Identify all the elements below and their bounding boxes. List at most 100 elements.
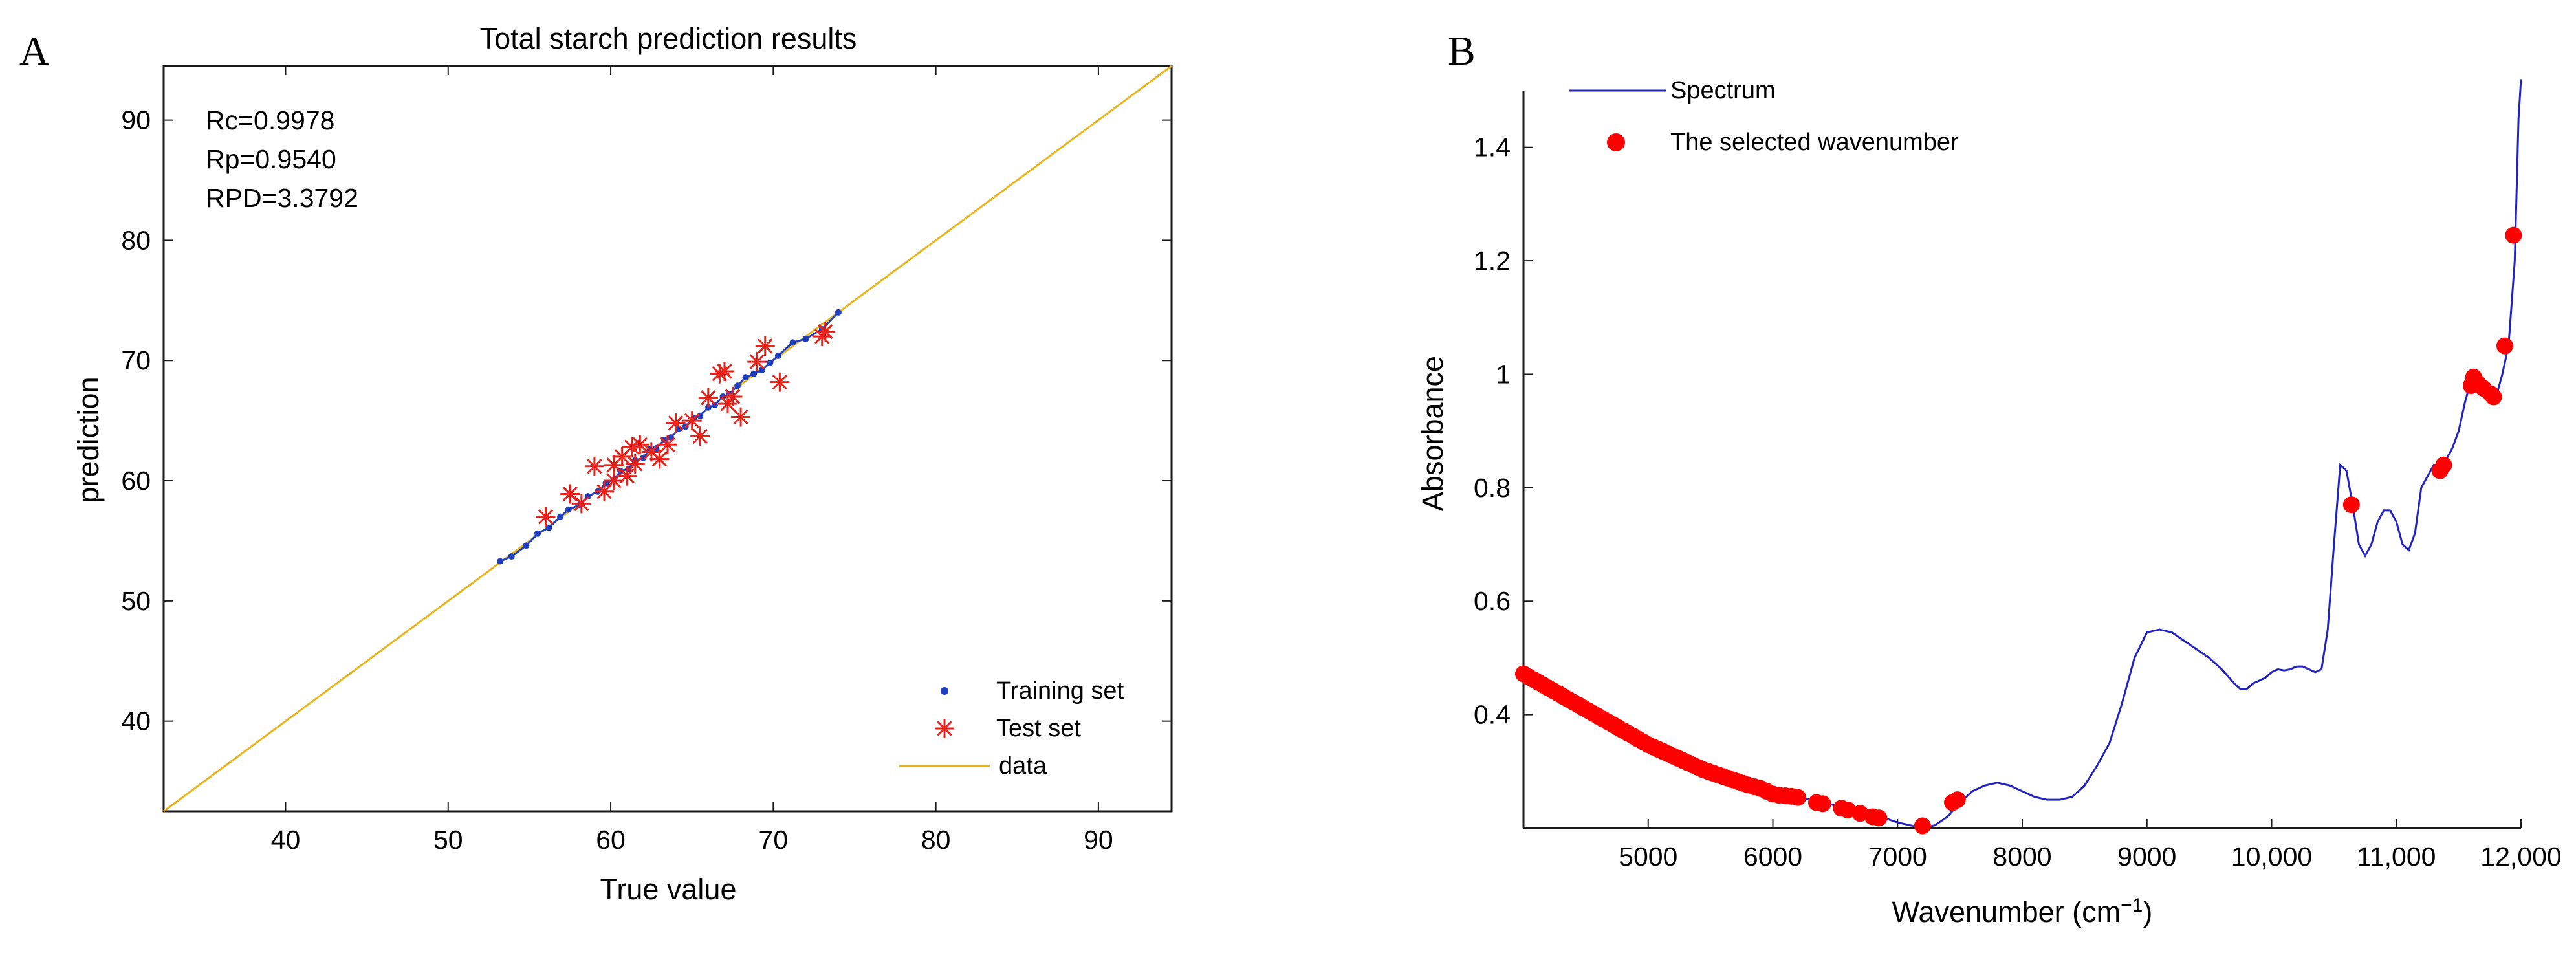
panel-a-training-point bbox=[742, 374, 749, 381]
panel-a-y-tick-label: 60 bbox=[121, 466, 151, 496]
panel-b-selected-point bbox=[2485, 388, 2502, 406]
panel-a-test-point bbox=[571, 494, 591, 514]
panel-a-training-point bbox=[835, 309, 842, 316]
panel-b-x-tick-label: 5000 bbox=[1619, 842, 1677, 871]
panel-a-training-point bbox=[774, 352, 781, 359]
panel-a-test-point-stroke bbox=[717, 364, 732, 379]
panel-b-spectrum-line bbox=[1523, 79, 2522, 829]
panel-b-selected-point bbox=[1914, 817, 1931, 835]
panel-a-test-point bbox=[690, 426, 710, 446]
legend-star-icon bbox=[935, 719, 954, 738]
panel-b-selected-point bbox=[1814, 795, 1831, 813]
panel-a-legend-entry: Training set bbox=[941, 677, 1124, 705]
panel-b-selected-point bbox=[2342, 496, 2360, 514]
panel-a-training-point bbox=[534, 530, 541, 537]
panel-b-legend: Spectrum The selected wavenumber bbox=[1569, 77, 1959, 156]
panel-b-axes bbox=[1522, 91, 2521, 829]
panel-a-test-point bbox=[747, 352, 767, 372]
panel-a-y-tick-label: 50 bbox=[121, 586, 151, 616]
panel-a-stat-line: Rc=0.9978 bbox=[206, 105, 334, 135]
panel-a-test-point-stroke bbox=[624, 439, 640, 455]
panel-a-test-point-stroke bbox=[562, 486, 578, 502]
panel-a-axis-ticks: 40 50 60 70 80 90 40 50 60 70 80 90 bbox=[121, 66, 1172, 855]
panel-a-data-points bbox=[497, 309, 842, 565]
panel-b-x-tick-label: 10,000 bbox=[2231, 842, 2312, 871]
panel-b-x-axis-label: Wavenumber (cm−1) bbox=[1892, 895, 2153, 929]
panel-b-y-axis-label: Absorbance bbox=[1416, 356, 1449, 511]
panel-a-test-point-stroke bbox=[587, 459, 602, 474]
panel-a-test-point bbox=[682, 411, 702, 431]
panel-b-selected-point bbox=[2496, 337, 2513, 355]
panel-b-y-tick-label: 1.4 bbox=[1474, 133, 1511, 162]
panel-a-test-point bbox=[625, 454, 645, 474]
panel-a-training-point bbox=[640, 454, 647, 461]
panel-b-x-tick-label: 9000 bbox=[2117, 842, 2176, 871]
panel-a-x-tick-label: 60 bbox=[596, 825, 626, 855]
panel-a-test-point bbox=[723, 386, 743, 406]
panel-b-selected-point bbox=[2435, 456, 2452, 474]
panel-a-test-point-stroke bbox=[701, 390, 716, 406]
panel-a-test-point-stroke bbox=[725, 389, 741, 404]
panel-b-selected-point bbox=[1870, 809, 1888, 827]
panel-b-x-tick-label: 11,000 bbox=[2357, 842, 2436, 871]
panel-a-legend-label: Test set bbox=[996, 715, 1081, 742]
panel-a-training-point bbox=[523, 542, 530, 549]
panel-a-training-point bbox=[789, 339, 796, 346]
panel-a-test-point bbox=[649, 449, 670, 469]
panel-a-test-point bbox=[698, 388, 718, 408]
panel-a-y-tick-label: 40 bbox=[121, 707, 151, 736]
panel-b-y-tick-label: 0.4 bbox=[1474, 700, 1511, 730]
panel-a-training-point bbox=[497, 558, 504, 565]
panel-a-stat-line: RPD=3.3792 bbox=[206, 183, 358, 213]
panel-a-test-point bbox=[617, 466, 637, 486]
panel-a-test-point-stroke bbox=[692, 428, 708, 444]
panel-b-x-tick-label: 8000 bbox=[1992, 842, 2051, 871]
panel-a-test-point bbox=[770, 372, 790, 392]
panel-a-test-point bbox=[666, 413, 686, 433]
panel-b-label: B bbox=[1448, 28, 1476, 74]
panel-a-test-point-stroke bbox=[758, 338, 773, 354]
panel-a-test-point bbox=[630, 435, 650, 455]
legend-dot-icon bbox=[941, 687, 948, 695]
panel-a-test-point-stroke bbox=[660, 437, 675, 452]
panel-a-test-point-stroke bbox=[651, 451, 668, 467]
panel-b-x-tick-label: 12,000 bbox=[2480, 842, 2561, 871]
panel-a-test-point bbox=[658, 435, 677, 455]
panel-a-x-tick-label: 50 bbox=[433, 825, 463, 855]
panel-a-test-point-stroke bbox=[619, 468, 635, 484]
panel-a-test-point bbox=[560, 484, 580, 504]
legend-star-icon-stroke bbox=[937, 721, 952, 736]
panel-b-y-tick-label: 1.2 bbox=[1474, 246, 1511, 276]
panel-a-test-point-stroke bbox=[668, 415, 684, 431]
panel-b-legend-entry: Spectrum bbox=[1569, 77, 1776, 104]
panel-a-test-point bbox=[755, 336, 775, 356]
panel-a-legend-label: Training set bbox=[996, 677, 1124, 705]
panel-b-selected-point bbox=[2505, 226, 2522, 244]
panel-a-test-point bbox=[815, 322, 835, 342]
panel-a-stat-line: Rp=0.9540 bbox=[206, 144, 336, 174]
panel-a-y-axis-label: prediction bbox=[72, 377, 105, 503]
panel-a-legend: Training set Test set data bbox=[899, 677, 1124, 780]
panel-a-test-point bbox=[622, 437, 642, 457]
panel-a-training-point bbox=[545, 524, 552, 531]
panel-a-training-point bbox=[750, 370, 758, 377]
panel-b-x-tick-label: 6000 bbox=[1743, 842, 1802, 871]
panel-b-x-axis-label-main: Wavenumber (cm bbox=[1892, 895, 2121, 928]
panel-a-x-tick-label: 90 bbox=[1084, 825, 1113, 855]
panel-b-selected-point bbox=[1789, 789, 1807, 806]
panel-a-training-point bbox=[767, 359, 774, 366]
panel-a-title: Total starch prediction results bbox=[480, 22, 857, 55]
panel-a-test-point bbox=[731, 407, 751, 427]
panel-a-test-point-stroke bbox=[818, 323, 833, 340]
panel-b-axis-ticks: 5000 6000 7000 8000 9000 10,000 11,000 12,000 0.… bbox=[1474, 133, 2562, 871]
panel-a-y-tick-label: 70 bbox=[121, 345, 151, 375]
panel-b-y-tick-label: 1 bbox=[1496, 359, 1511, 389]
panel-b-legend-entry: The selected wavenumber bbox=[1607, 129, 1959, 156]
panel-a: A Total starch prediction results 40 50 60… bbox=[19, 22, 1173, 906]
panel-a-x-axis-label: True value bbox=[600, 873, 737, 906]
panel-a-test-point bbox=[536, 507, 556, 527]
panel-a-statistics: Rc=0.9978 Rp=0.9540 RPD=3.3792 bbox=[206, 105, 358, 213]
panel-b-legend-label: Spectrum bbox=[1670, 77, 1776, 104]
panel-b-y-tick-label: 0.8 bbox=[1474, 473, 1511, 503]
panel-a-training-point bbox=[660, 436, 668, 443]
